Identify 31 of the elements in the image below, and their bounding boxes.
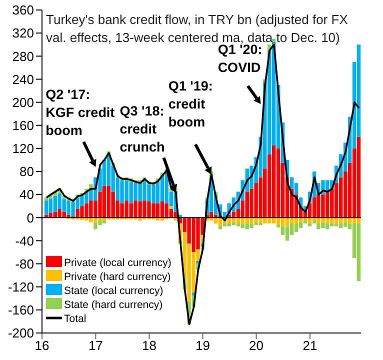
y-tick-label: -120 xyxy=(8,279,34,294)
y-tick-label: 200 xyxy=(12,94,34,110)
annotation: Q1 '19: credit boom xyxy=(168,78,213,130)
annotation: Q2 '17: KGF credit boom xyxy=(46,86,116,138)
x-tick-label: 19 xyxy=(196,338,210,354)
x-tick-label: 21 xyxy=(302,338,318,354)
y-tick-label: 120 xyxy=(12,141,34,156)
y-tick-label: -80 xyxy=(15,256,34,272)
annotation: Q1 '20: COVID xyxy=(218,42,262,76)
y-tick-label: 80 xyxy=(20,164,34,180)
x-tick-label: 18 xyxy=(142,338,156,354)
text: Turkey's bank credit flow, in TRY bn (adjusted for FX val. effects, 13-week centered ma, data to Dec. 10) xyxy=(46,12,348,45)
y-tick-label: -40 xyxy=(15,233,34,248)
y-tick-label: -200 xyxy=(8,326,34,341)
y-tick-label: 280 xyxy=(12,48,34,64)
x-tick-label: 16 xyxy=(34,338,50,354)
x-tick-label: 20 xyxy=(249,338,264,354)
legend-label: Private (hard currency) xyxy=(64,271,171,283)
y-tick-label: 0 xyxy=(26,210,34,226)
annotation: Q3 '18: credit crunch xyxy=(120,104,165,155)
legend-label: State (hard currency) xyxy=(64,299,163,311)
y-tick-label: 240 xyxy=(12,72,34,87)
legend-label: Total xyxy=(64,313,86,325)
y-tick-label: 360 xyxy=(12,2,34,18)
y-tick-label: -160 xyxy=(8,302,34,318)
legend-label: State (local currency) xyxy=(64,285,164,297)
legend-label: Private (local currency) xyxy=(64,257,172,269)
y-tick-label: 40 xyxy=(20,187,34,202)
y-tick-label: 320 xyxy=(12,26,34,41)
x-tick-label: 17 xyxy=(88,338,103,354)
y-tick-label: 160 xyxy=(12,118,34,133)
